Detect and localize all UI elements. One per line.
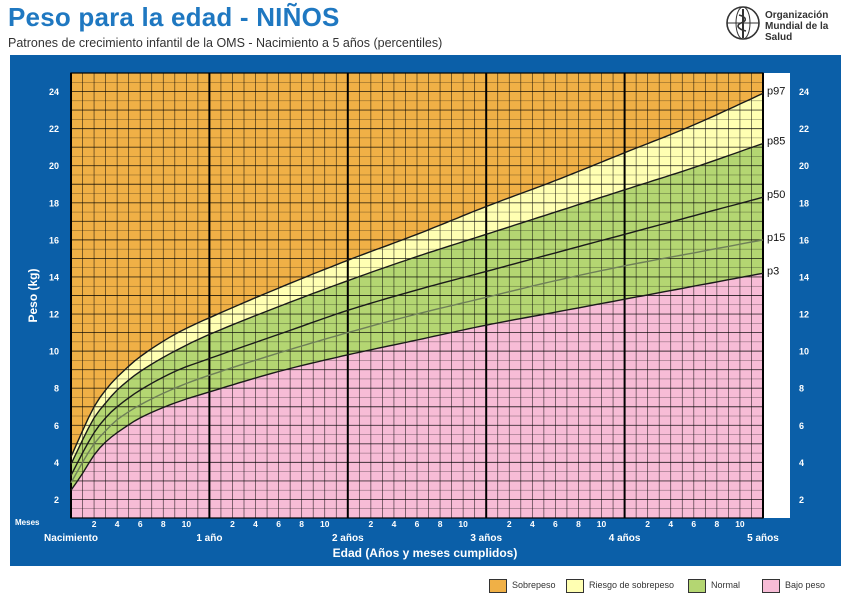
month-tick-label: 6 (691, 519, 696, 529)
y-tick-label-left: 6 (54, 421, 59, 431)
y-tick-label-right: 24 (799, 87, 809, 97)
y-tick-label-left: 4 (54, 458, 59, 468)
y-tick-label-left: 16 (49, 235, 59, 245)
y-tick-label-right: 20 (799, 161, 809, 171)
month-tick-label: 6 (415, 519, 420, 529)
curve-label-p85: p85 (767, 135, 785, 147)
x-axis-label: Edad (Años y meses cumplidos) (333, 546, 518, 560)
x-unit-label: Meses (15, 518, 40, 527)
org-name-line2: Mundial de la Salud (765, 21, 829, 43)
month-tick-label: 8 (714, 519, 719, 529)
y-tick-label-right: 16 (799, 235, 809, 245)
y-tick-label-right: 12 (799, 310, 809, 320)
month-tick-label: 8 (438, 519, 443, 529)
month-tick-label: 6 (553, 519, 558, 529)
month-tick-label: 2 (92, 519, 97, 529)
month-tick-label: 8 (576, 519, 581, 529)
legend-swatch-sobrepeso (489, 579, 507, 593)
who-emblem-icon (726, 6, 760, 40)
org-name-line1: Organización (765, 10, 829, 21)
year-label: 2 años (332, 533, 364, 544)
curve-p3 (70, 272, 764, 491)
y-tick-label-right: 6 (799, 421, 804, 431)
y-tick-label-left: 22 (49, 124, 59, 134)
year-label: 1 año (196, 533, 222, 544)
curve-label-p97: p97 (767, 85, 785, 97)
legend-label-normal: Normal (711, 580, 741, 590)
y-tick-label-right: 22 (799, 124, 809, 134)
chart-legend: Sobrepeso Riesgo de sobrepeso Normal Baj… (0, 579, 861, 599)
month-tick-label: 4 (115, 519, 120, 529)
month-tick-label: 8 (299, 519, 304, 529)
month-tick-label: 10 (320, 519, 330, 529)
page-title: Peso para la edad - NIÑOS (8, 2, 340, 32)
legend-swatch-riesgo (566, 579, 584, 593)
y-tick-label-left: 18 (49, 198, 59, 208)
month-tick-label: 2 (507, 519, 512, 529)
month-tick-label: 6 (138, 519, 143, 529)
month-tick-label: 10 (182, 519, 192, 529)
y-tick-label-left: 2 (54, 495, 59, 505)
legend-label-riesgo: Riesgo de sobrepeso (589, 580, 675, 590)
month-tick-label: 4 (392, 519, 397, 529)
month-tick-label: 10 (458, 519, 468, 529)
y-tick-label-left: 20 (49, 161, 59, 171)
y-tick-label-left: 10 (49, 347, 59, 357)
plot-border (70, 72, 764, 519)
month-tick-label: 10 (597, 519, 607, 529)
curve-label-p15: p15 (767, 232, 785, 244)
page-subtitle: Patrones de crecimiento infantil de la O… (8, 36, 443, 50)
y-axis-label: Peso (kg) (26, 268, 40, 322)
year-label: 5 años (747, 533, 779, 544)
curve-label-p3: p3 (767, 265, 779, 277)
year-label: Nacimiento (44, 533, 98, 544)
y-tick-label-left: 12 (49, 310, 59, 320)
month-tick-label: 8 (161, 519, 166, 529)
legend-swatch-normal (688, 579, 706, 593)
month-tick-label: 2 (368, 519, 373, 529)
month-tick-label: 4 (253, 519, 258, 529)
month-tick-label: 10 (735, 519, 745, 529)
right-label-strip (763, 73, 790, 518)
legend-swatch-bajo (762, 579, 780, 593)
curve-p85 (70, 142, 764, 465)
y-tick-label-right: 10 (799, 347, 809, 357)
curve-p97 (70, 92, 764, 458)
who-logo-block: Organización Mundial de la Salud (725, 5, 857, 45)
y-tick-label-right: 14 (799, 272, 809, 282)
curve-label-p50: p50 (767, 189, 785, 201)
y-tick-label-right: 8 (799, 384, 804, 394)
month-tick-label: 4 (668, 519, 673, 529)
y-tick-label-left: 14 (49, 272, 59, 282)
legend-label-sobrepeso: Sobrepeso (512, 580, 556, 590)
y-tick-label-left: 24 (49, 87, 59, 97)
month-tick-label: 4 (530, 519, 535, 529)
year-label: 4 años (609, 533, 641, 544)
month-tick-label: 2 (645, 519, 650, 529)
month-tick-label: 2 (230, 519, 235, 529)
y-tick-label-right: 2 (799, 495, 804, 505)
y-tick-label-right: 18 (799, 198, 809, 208)
y-tick-label-left: 8 (54, 384, 59, 394)
year-label: 3 años (470, 533, 502, 544)
month-tick-label: 6 (276, 519, 281, 529)
legend-label-bajo: Bajo peso (785, 580, 826, 590)
y-tick-label-right: 4 (799, 458, 804, 468)
curve-p50 (70, 196, 764, 476)
curve-p15 (70, 239, 764, 484)
